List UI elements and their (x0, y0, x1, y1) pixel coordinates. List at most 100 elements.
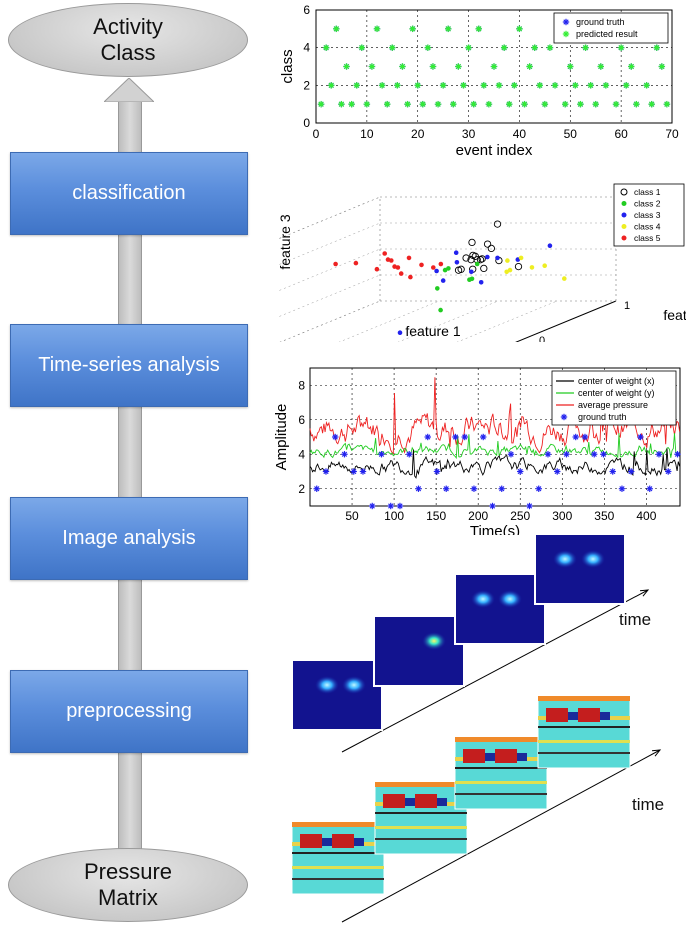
predicted-point (490, 63, 498, 70)
class-point (442, 267, 448, 273)
class-point (505, 258, 510, 263)
frame-band (538, 696, 630, 701)
pressure-blob (581, 550, 605, 568)
ground-truth-point (618, 485, 626, 492)
frame-background (373, 615, 465, 687)
class-point (389, 258, 394, 263)
legend-marker (621, 212, 627, 218)
frame-background (454, 573, 546, 645)
ground-truth-point (591, 451, 598, 458)
ground-truth-point (535, 485, 542, 492)
class-point (333, 261, 338, 267)
y-tick-label: 6 (298, 413, 305, 427)
class-point (469, 251, 477, 260)
y-tick-label: 4 (303, 41, 310, 55)
class-point (408, 274, 413, 280)
legend-label: class 3 (634, 210, 661, 220)
time-arrow-top-head (639, 589, 650, 597)
feature-3d-scatter-chart: -1-0.500.51-101-1-0.500.51feature 1featu… (278, 183, 686, 342)
frame-band (455, 793, 547, 795)
predicted-point (429, 63, 437, 70)
x-axis-label: feature 1 (405, 323, 460, 339)
predicted-point (617, 44, 625, 51)
x-tick-label: 50 (345, 509, 359, 523)
frame-background (534, 533, 626, 605)
class-point (468, 238, 476, 247)
pressure-blob (568, 712, 578, 720)
pressure-blob (415, 794, 437, 808)
pressure-matrix-line2: Matrix (98, 885, 158, 910)
predicted-point (536, 82, 543, 89)
frame-background (537, 695, 631, 769)
classification-scatter-chart: 0 10 20 30 40 50 60 70 0 2 4 6 event index class groun… (279, 3, 679, 159)
wall-gridline (278, 248, 381, 292)
class-point (469, 269, 474, 275)
class-point (504, 269, 509, 275)
frame-band (292, 822, 384, 827)
frame-band (375, 838, 467, 840)
class-point (467, 277, 472, 282)
class-point (434, 268, 439, 274)
class-point (495, 255, 500, 261)
x-tick-label: 250 (510, 509, 530, 523)
activity-class-node: Activity Class (8, 3, 248, 77)
pressure-frame (373, 615, 465, 687)
class-point (374, 266, 380, 272)
legend-label: class 4 (634, 222, 661, 232)
ground-truth-point (572, 433, 579, 441)
legend-box (551, 370, 677, 426)
ground-truth-point (387, 502, 394, 510)
class-point (419, 262, 424, 268)
ground-truth-point (628, 468, 635, 475)
predicted-point (348, 100, 355, 108)
legend-label: center of weight (y) (578, 388, 655, 398)
predicted-point (526, 63, 533, 70)
frame-background (374, 781, 468, 855)
pressure-blob (315, 676, 339, 694)
predicted-point (587, 82, 594, 89)
stage-time-series-analysis: Time-series analysis (10, 324, 248, 407)
predicted-point (470, 100, 477, 108)
predicted-point (628, 63, 635, 70)
activity-class-line2: Class (100, 40, 156, 65)
ground-truth-point (406, 451, 413, 458)
time-arrow-bottom-head (651, 749, 662, 757)
wall-gridline (278, 222, 381, 266)
frame-background (454, 736, 548, 810)
ground-truth-point (433, 468, 441, 475)
class-point (438, 261, 444, 267)
predicted-point (455, 63, 462, 70)
class-point (485, 254, 490, 260)
predicted-point (612, 100, 620, 108)
legend-label: class 5 (634, 233, 661, 243)
predicted-point (597, 63, 604, 70)
class-point (397, 330, 403, 335)
pressure-frame (534, 533, 626, 605)
ground-truth-point (415, 485, 422, 492)
predicted-point (409, 25, 416, 33)
predicted-point (343, 63, 350, 70)
pressure-blob (485, 753, 495, 761)
legend-label: class 2 (634, 199, 661, 209)
pressure-blob (405, 798, 415, 806)
legend-marker (560, 413, 568, 421)
frame-background (291, 821, 385, 895)
stage-classification-label: classification (72, 182, 186, 204)
class-point (478, 255, 486, 263)
frame-band (292, 866, 384, 869)
class-point (453, 250, 459, 255)
ground-truth-point (313, 485, 320, 492)
predicted-point (500, 44, 508, 51)
predicted-point (434, 100, 442, 108)
predicted-point (378, 82, 386, 89)
pressure-blob (517, 753, 527, 761)
class-point (547, 243, 553, 248)
ground-truth-point (554, 468, 561, 475)
y-tick-label: 6 (303, 3, 310, 17)
pressure-blob (300, 834, 322, 848)
predicted-point (419, 100, 426, 108)
class-point (476, 256, 485, 264)
class-point (431, 265, 436, 270)
class-point (493, 220, 502, 228)
